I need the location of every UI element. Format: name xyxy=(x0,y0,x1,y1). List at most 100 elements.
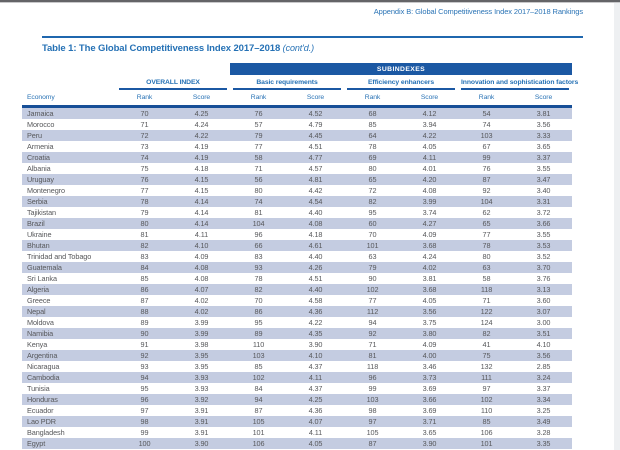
overall-score: 4.08 xyxy=(194,274,209,283)
table-row: Algeria 86 4.07 82 4.40 102 3.68 118 3.1… xyxy=(22,284,573,295)
overall-rank: 83 xyxy=(140,252,149,261)
basic-requirements-rank: 70 xyxy=(254,296,263,305)
innovation-factors-rank: 122 xyxy=(458,306,515,317)
efficiency-enhancers-rank: 77 xyxy=(368,296,377,305)
efficiency-enhancers-score: 4.09 xyxy=(422,230,437,239)
table-row: Namibia 90 3.99 89 4.35 92 3.80 82 3.51 xyxy=(22,328,573,339)
table-row: Brazil 80 4.14 104 4.08 60 4.27 65 3.66 xyxy=(22,218,573,229)
basic-requirements-score: 3.90 xyxy=(308,340,323,349)
innovation-factors-score: 3.35 xyxy=(515,438,573,449)
overall-rank: 74 xyxy=(116,152,173,163)
economy-name: Kenya xyxy=(27,340,48,349)
economy-name: Trinidad and Tobago xyxy=(27,252,92,261)
economy-name: Sri Lanka xyxy=(27,274,57,283)
overall-rank: 84 xyxy=(116,262,173,273)
efficiency-enhancers-rank: 60 xyxy=(344,218,401,229)
basic-requirements-score: 4.25 xyxy=(287,394,344,405)
basic-requirements-rank: 56 xyxy=(230,174,287,185)
overall-score: 3.99 xyxy=(173,328,230,339)
column-header-rank-innovation: Rank xyxy=(458,90,515,108)
basic-requirements-rank: 93 xyxy=(230,262,287,273)
basic-requirements-score: 4.18 xyxy=(308,230,323,239)
subindexes-bar: SUBINDEXES xyxy=(230,63,573,75)
efficiency-enhancers-rank: 79 xyxy=(344,262,401,273)
basic-requirements-rank: 66 xyxy=(230,240,287,251)
column-header-rank-efficiency: Rank xyxy=(344,90,401,108)
innovation-factors-score: 3.28 xyxy=(536,428,551,437)
innovation-factors-rank: 82 xyxy=(458,328,515,339)
basic-requirements-rank: 103 xyxy=(230,350,287,361)
overall-score: 3.90 xyxy=(173,438,230,449)
subindexes-bar-row: SUBINDEXES xyxy=(22,63,573,75)
efficiency-enhancers-rank: 72 xyxy=(368,186,377,195)
basic-requirements-rank: 96 xyxy=(254,230,263,239)
overall-score: 3.95 xyxy=(194,362,209,371)
basic-requirements-score: 4.42 xyxy=(308,186,323,195)
table-row: Bhutan 82 4.10 66 4.61 101 3.68 78 3.53 xyxy=(22,240,573,251)
innovation-factors-score: 3.56 xyxy=(536,120,551,129)
innovation-factors-rank: 74 xyxy=(482,120,491,129)
innovation-factors-score: 3.07 xyxy=(515,306,573,317)
efficiency-enhancers-rank: 63 xyxy=(368,252,377,261)
efficiency-enhancers-score: 3.65 xyxy=(422,428,437,437)
economy-name: Tunisia xyxy=(27,384,50,393)
efficiency-enhancers-rank: 78 xyxy=(368,142,377,151)
basic-requirements-rank: 101 xyxy=(252,428,265,437)
efficiency-enhancers-rank: 103 xyxy=(344,394,401,405)
column-header-score-efficiency: Score xyxy=(401,90,458,108)
basic-requirements-score: 4.37 xyxy=(308,362,323,371)
group-innovation-factors: Innovation and sophistication factors xyxy=(458,75,578,90)
economy-name: Uruguay xyxy=(22,174,116,185)
innovation-factors-score: 3.00 xyxy=(536,318,551,327)
basic-requirements-score: 4.36 xyxy=(287,306,344,317)
innovation-factors-score: 3.33 xyxy=(515,130,573,141)
overall-rank: 86 xyxy=(116,284,173,295)
innovation-factors-rank: 118 xyxy=(458,284,515,295)
efficiency-enhancers-score: 3.81 xyxy=(422,274,437,283)
basic-requirements-rank: 74 xyxy=(230,196,287,207)
table-row: Moldova 89 3.99 95 4.22 94 3.75 124 3.00 xyxy=(22,317,572,328)
overall-rank: 78 xyxy=(116,196,173,207)
basic-requirements-score: 4.77 xyxy=(287,152,344,163)
basic-requirements-score: 4.51 xyxy=(308,274,323,283)
column-header-rank-overall: Rank xyxy=(116,90,173,108)
basic-requirements-score: 4.37 xyxy=(308,384,323,393)
table-row: Armenia 73 4.19 77 4.51 78 4.05 67 3.65 xyxy=(22,141,572,152)
page-right-edge xyxy=(614,3,620,450)
table-title: Table 1: The Global Competitiveness Inde… xyxy=(42,43,314,54)
efficiency-enhancers-rank: 69 xyxy=(344,152,401,163)
efficiency-enhancers-rank: 118 xyxy=(366,362,379,371)
overall-rank: 85 xyxy=(140,274,149,283)
economy-name: Argentina xyxy=(22,350,116,361)
basic-requirements-score: 4.51 xyxy=(308,142,323,151)
innovation-factors-rank: 58 xyxy=(482,274,491,283)
table-title-text: Table 1: The Global Competitiveness Inde… xyxy=(42,43,281,54)
table-row: Nicaragua 93 3.95 85 4.37 118 3.46 132 2… xyxy=(22,361,572,372)
economy-name: Algeria xyxy=(22,284,116,295)
overall-rank: 77 xyxy=(140,186,149,195)
overall-rank: 96 xyxy=(116,394,173,405)
overall-score: 4.09 xyxy=(194,252,209,261)
table-row: Croatia 74 4.19 58 4.77 69 4.11 99 3.37 xyxy=(22,152,573,163)
innovation-factors-rank: 110 xyxy=(480,406,493,415)
basic-requirements-rank: 106 xyxy=(230,438,287,449)
efficiency-enhancers-score: 4.00 xyxy=(401,350,458,361)
basic-requirements-score: 4.11 xyxy=(287,372,344,383)
overall-rank: 97 xyxy=(140,406,149,415)
column-header-score-basic: Score xyxy=(287,90,344,108)
overall-score: 3.99 xyxy=(194,318,209,327)
innovation-factors-score: 3.49 xyxy=(515,416,573,427)
overall-score: 3.95 xyxy=(173,350,230,361)
overall-score: 4.14 xyxy=(194,208,209,217)
subindexes-bar-spacer xyxy=(22,63,230,75)
table-row: Morocco 71 4.24 57 4.79 85 3.94 74 3.56 xyxy=(22,119,572,130)
efficiency-enhancers-score: 3.46 xyxy=(422,362,437,371)
efficiency-enhancers-rank: 99 xyxy=(368,384,377,393)
basic-requirements-score: 4.79 xyxy=(308,120,323,129)
overall-score: 4.15 xyxy=(194,186,209,195)
overall-rank: 72 xyxy=(116,130,173,141)
overall-score: 3.91 xyxy=(194,428,209,437)
innovation-factors-score: 3.81 xyxy=(515,106,573,119)
table-row: Uruguay 76 4.15 56 4.81 65 4.20 87 3.47 xyxy=(22,174,573,185)
table-row: Lao PDR 98 3.91 105 4.07 97 3.71 85 3.49 xyxy=(22,416,573,427)
